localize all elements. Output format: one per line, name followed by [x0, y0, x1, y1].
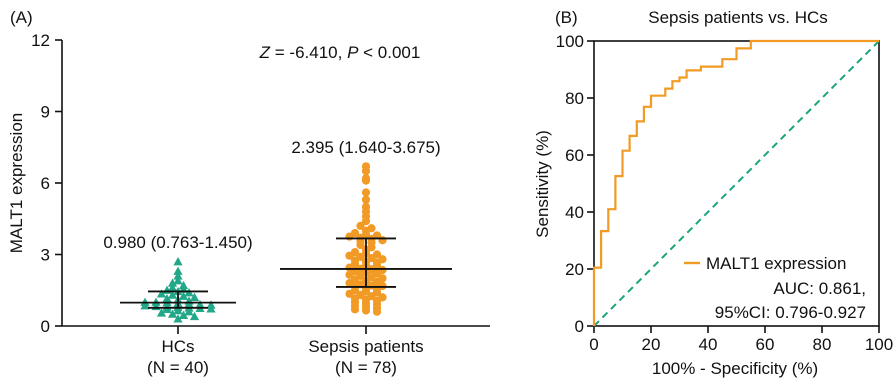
sepsis-data-point	[378, 255, 387, 264]
x-category-sepsis-n: (N = 78)	[335, 358, 397, 377]
sepsis-data-point	[361, 195, 371, 204]
stat-annotation: Z = -6.410, P < 0.001	[259, 43, 421, 62]
hcs-data-point	[162, 293, 172, 303]
x-tick-label-b: 80	[813, 335, 832, 354]
hcs-data-point	[189, 311, 200, 321]
sepsis-data-point	[378, 293, 387, 302]
hcs-data-point	[140, 297, 150, 306]
hcs-data-point	[178, 310, 189, 319]
hcs-data-point	[173, 257, 183, 266]
hcs-data-point	[173, 276, 183, 285]
sepsis-data-point	[378, 274, 387, 283]
hcs-data-point	[173, 271, 183, 280]
x-category-hcs: HCs	[161, 337, 194, 356]
x-tick-label-b: 60	[756, 335, 775, 354]
x-axis-ticks-b: 0 20 40 60 80 100	[589, 326, 893, 354]
y-tick-label-a: 9	[41, 103, 50, 122]
y-tick-label-b: 40	[565, 203, 584, 222]
ci-label: 95%CI: 0.796-0.927	[715, 303, 866, 322]
hcs-data-point	[178, 291, 189, 300]
x-axis-title-b: 100% - Specificity (%)	[652, 359, 818, 378]
z-value: = -6.410,	[270, 43, 347, 62]
roc-plot-frame	[593, 40, 880, 327]
legend-entry: MALT1 expression	[706, 254, 846, 273]
panel-a: (A) Z = -6.410, P < 0.001 MALT1 expressi…	[7, 8, 490, 377]
hcs-data-point	[167, 290, 178, 299]
roc-curve-line	[592, 39, 879, 326]
x-tick-label-b: 100	[865, 335, 893, 354]
y-tick-label-a: 12	[31, 31, 50, 50]
y-axis-title-a: MALT1 expression	[7, 113, 26, 253]
sepsis-data-point	[361, 174, 371, 183]
hcs-data-point	[156, 289, 167, 298]
y-axis-ticks-b: 0 20 40 60 80 100	[556, 32, 594, 336]
p-symbol: P	[347, 43, 359, 62]
hcs-data-point	[156, 308, 167, 317]
hcs-data-point	[167, 309, 178, 318]
hcs-data-point	[173, 266, 183, 275]
hcs-data-point	[151, 297, 161, 306]
auc-label: AUC: 0.861,	[773, 279, 866, 298]
x-category-sepsis: Sepsis patients	[308, 337, 423, 356]
y-tick-label-b: 100	[556, 32, 584, 51]
y-tick-label-b: 80	[565, 89, 584, 108]
hcs-data-point	[195, 299, 205, 309]
p-value: < 0.001	[358, 43, 420, 62]
x-tick-label-b: 40	[699, 335, 718, 354]
sepsis-data-point	[361, 188, 371, 197]
y-tick-label-b: 0	[575, 317, 584, 336]
hcs-data-point	[178, 280, 189, 290]
roc-title: Sepsis patients vs. HCs	[648, 8, 828, 27]
y-tick-label-b: 60	[565, 146, 584, 165]
y-tick-label-a: 0	[41, 317, 50, 336]
x-tick-label-b: 20	[642, 335, 661, 354]
panel-b: (B) Sepsis patients vs. HCs Sensitivity …	[533, 8, 893, 378]
sepsis-data-point	[350, 248, 360, 257]
x-tick-label-b: 0	[589, 335, 598, 354]
sepsis-data-point	[350, 228, 360, 238]
y-axis-title-b: Sensitivity (%)	[533, 130, 552, 238]
y-tick-label-a: 3	[41, 246, 50, 265]
sepsis-data-point	[361, 202, 371, 211]
hcs-data-point	[206, 300, 216, 309]
z-symbol: Z	[259, 43, 271, 62]
y-tick-label-a: 6	[41, 174, 50, 193]
sepsis-data-point	[356, 221, 365, 230]
median-iqr-bars	[120, 237, 452, 309]
sepsis-summary-label: 2.395 (1.640-3.675)	[291, 138, 440, 157]
sepsis-data-point	[372, 231, 382, 240]
hcs-summary-label: 0.980 (0.763-1.450)	[103, 233, 252, 252]
hcs-data-point	[167, 278, 178, 287]
hcs-data-point	[189, 292, 200, 302]
x-category-hcs-n: (N = 40)	[147, 358, 209, 377]
scatter-hcs	[140, 257, 216, 323]
y-tick-label-b: 20	[565, 260, 584, 279]
sepsis-data-point	[361, 162, 371, 171]
y-axis-ticks-a: 0 3 6 9 12	[31, 31, 62, 336]
hcs-data-point	[167, 283, 178, 292]
panel-b-label: (B)	[555, 8, 578, 27]
panel-a-label: (A)	[10, 8, 33, 27]
hcs-data-point	[173, 314, 183, 323]
sepsis-data-point	[367, 224, 376, 233]
sepsis-data-point	[372, 250, 382, 259]
